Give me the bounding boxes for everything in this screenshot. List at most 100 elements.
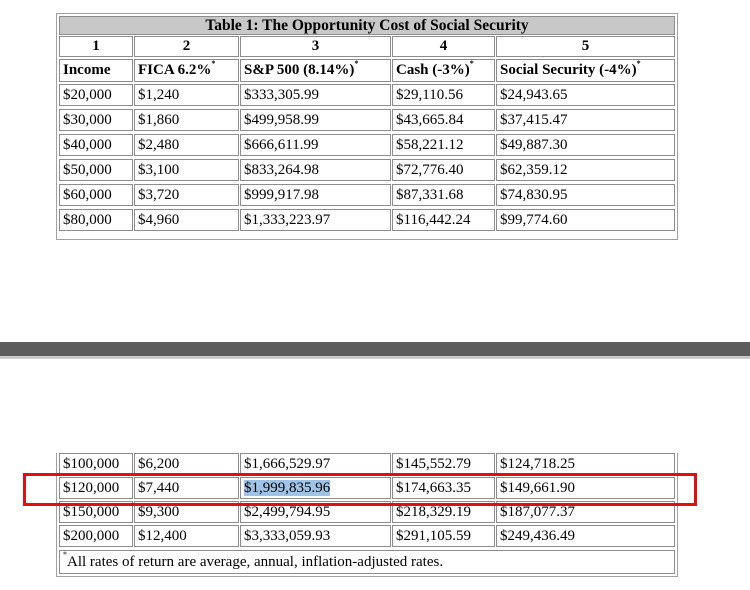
table-bottom-fragment: $100,000 $6,200 $1,666,529.97 $145,552.79 $1…	[56, 453, 678, 577]
cell-sp500: $1,666,529.97	[240, 453, 391, 475]
cell-fica: $12,400	[134, 525, 239, 547]
cell-fica: $2,480	[134, 134, 239, 156]
cell-text: $150,000	[63, 504, 120, 520]
footnote: *All rates of return are average, annual…	[59, 550, 675, 574]
column-number: 1	[59, 36, 133, 57]
cell-income: $80,000	[59, 209, 133, 231]
cell-text: $1,666,529.97	[244, 456, 331, 472]
cell-income: $150,000	[59, 501, 133, 523]
cell-text: $833,264.98	[244, 162, 319, 178]
footnote-mark: *	[354, 59, 359, 68]
cell-text: $99,774.60	[500, 212, 568, 228]
table-row: $20,000 $1,240 $333,305.99 $29,110.56 $24,94…	[57, 84, 677, 106]
cell-income: $100,000	[59, 453, 133, 475]
column-number: 3	[240, 36, 391, 57]
cell-text: $20,000	[63, 87, 112, 103]
table-row: $100,000 $6,200 $1,666,529.97 $145,552.79 $1…	[57, 453, 677, 475]
cell-social-security: $99,774.60	[496, 209, 675, 231]
cell-social-security: $74,830.95	[496, 184, 675, 206]
cell-cash: $291,105.59	[392, 525, 495, 547]
column-header-sp500: S&P 500 (8.14%)*	[240, 59, 391, 82]
column-header-fica: FICA 6.2%*	[134, 59, 239, 82]
cell-fica: $6,200	[134, 453, 239, 475]
table-top-fragment: Table 1: The Opportunity Cost of Social …	[56, 13, 678, 240]
page-divider	[0, 342, 750, 356]
cell-cash: $218,329.19	[392, 501, 495, 523]
column-number-row: 1 2 3 4 5	[57, 36, 677, 57]
cell-cash: $43,665.84	[392, 109, 495, 131]
column-number: 4	[392, 36, 495, 57]
cell-text: $3,720	[138, 187, 180, 203]
cell-text: $43,665.84	[396, 112, 464, 128]
cell-text: $218,329.19	[396, 504, 471, 520]
column-header-income: Income	[59, 59, 133, 82]
footnote-mark: *	[469, 59, 474, 68]
table-title: Table 1: The Opportunity Cost of Social …	[59, 16, 675, 35]
cell-cash: $72,776.40	[392, 159, 495, 181]
cell-text: $49,887.30	[500, 137, 568, 153]
cell-sp500: $666,611.99	[240, 134, 391, 156]
cell-fica: $1,240	[134, 84, 239, 106]
cell-text: $2,499,794.95	[244, 504, 331, 520]
cell-text: $80,000	[63, 212, 112, 228]
cell-cash: $87,331.68	[392, 184, 495, 206]
cell-text: $333,305.99	[244, 87, 319, 103]
cell-text: $58,221.12	[396, 137, 464, 153]
cell-cash: $174,663.35	[392, 477, 495, 499]
cell-cash: $145,552.79	[392, 453, 495, 475]
cell-fica: $3,100	[134, 159, 239, 181]
cell-income: $20,000	[59, 84, 133, 106]
cell-social-security: $124,718.25	[496, 453, 675, 475]
cell-sp500: $1,333,223.97	[240, 209, 391, 231]
cell-text: $3,333,059.93	[244, 528, 331, 544]
cell-social-security: $37,415.47	[496, 109, 675, 131]
cell-text: $999,917.98	[244, 187, 319, 203]
table-row: $30,000 $1,860 $499,958.99 $43,665.84 $37,41…	[57, 109, 677, 131]
cell-sp500: $1,999,835.96	[240, 477, 391, 499]
cell-text: $200,000	[63, 528, 120, 544]
cell-fica: $3,720	[134, 184, 239, 206]
cell-income: $50,000	[59, 159, 133, 181]
cell-text: $30,000	[63, 112, 112, 128]
cell-social-security: $149,661.90	[496, 477, 675, 499]
page-divider-shadow	[0, 356, 750, 359]
cell-text: $249,436.49	[500, 528, 575, 544]
cell-text: $187,077.37	[500, 504, 575, 520]
cell-income: $30,000	[59, 109, 133, 131]
cell-text: $124,718.25	[500, 456, 575, 472]
cell-text: $291,105.59	[396, 528, 471, 544]
column-number: 2	[134, 36, 239, 57]
cell-fica: $1,860	[134, 109, 239, 131]
cell-social-security: $24,943.65	[496, 84, 675, 106]
cell-text: $24,943.65	[500, 87, 568, 103]
cell-text: $50,000	[63, 162, 112, 178]
cell-social-security: $187,077.37	[496, 501, 675, 523]
column-header-cash: Cash (-3%)*	[392, 59, 495, 82]
cell-sp500: $833,264.98	[240, 159, 391, 181]
cell-sp500: $2,499,794.95	[240, 501, 391, 523]
cell-text: $4,960	[138, 212, 180, 228]
table-row: $200,000 $12,400 $3,333,059.93 $291,105.59 $…	[57, 525, 677, 547]
cell-sp500: $333,305.99	[240, 84, 391, 106]
cell-text: $9,300	[138, 504, 180, 520]
cell-text: $37,415.47	[500, 112, 568, 128]
cell-text: $1,240	[138, 87, 180, 103]
cell-social-security: $249,436.49	[496, 525, 675, 547]
cell-fica: $4,960	[134, 209, 239, 231]
cell-text: $149,661.90	[500, 480, 575, 496]
cell-text: $1,333,223.97	[244, 212, 331, 228]
cell-text: $7,440	[138, 480, 180, 496]
table-row: $120,000 $7,440 $1,999,835.96 $174,663.35 $1…	[57, 477, 677, 499]
footnote-mark: *	[211, 59, 216, 68]
cell-fica: $7,440	[134, 477, 239, 499]
cell-sp500: $3,333,059.93	[240, 525, 391, 547]
cell-cash: $58,221.12	[392, 134, 495, 156]
cell-text: $120,000	[63, 480, 120, 496]
selected-text: $1,999,835.96	[244, 480, 331, 496]
table-row: $80,000 $4,960 $1,333,223.97 $116,442.24 $99…	[57, 209, 677, 231]
column-header-social-security: Social Security (-4%)*	[496, 59, 675, 82]
footnote-mark: *	[636, 59, 641, 68]
cell-text: $60,000	[63, 187, 112, 203]
cell-social-security: $49,887.30	[496, 134, 675, 156]
table-row: $40,000 $2,480 $666,611.99 $58,221.12 $49,88…	[57, 134, 677, 156]
